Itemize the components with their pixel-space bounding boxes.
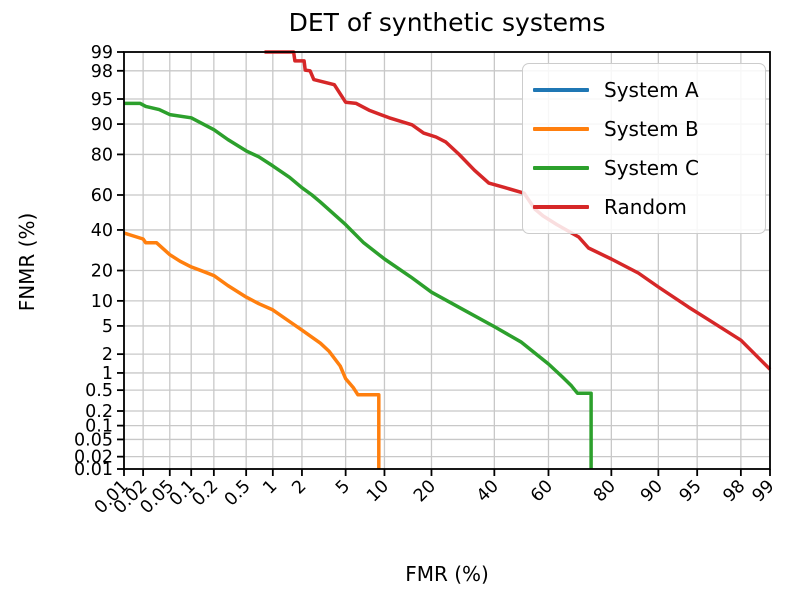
legend-label-system-a: System A xyxy=(604,77,699,102)
x-tick-label: 0.2 xyxy=(189,476,223,510)
y-tick-label: 98 xyxy=(91,62,113,82)
y-tick-label: 20 xyxy=(91,262,113,282)
x-tick-label: 80 xyxy=(590,476,620,506)
x-tick-label: 98 xyxy=(720,476,750,506)
x-tick-label: 0.5 xyxy=(221,476,255,510)
y-tick-label: 40 xyxy=(91,221,113,241)
y-axis-label: FNMR (%) xyxy=(15,212,39,312)
y-tick-label: 95 xyxy=(91,90,113,110)
legend-item-system-c: System C xyxy=(533,149,755,188)
y-tick-label: 2 xyxy=(102,345,113,365)
legend-swatch-system-c xyxy=(533,166,589,171)
x-tick-label: 95 xyxy=(676,476,706,506)
x-tick-label: 10 xyxy=(363,476,393,506)
legend: System A System B System C Random xyxy=(522,63,766,234)
y-tick-label: 0.02 xyxy=(74,448,113,468)
y-tick-label: 0.1 xyxy=(85,417,113,437)
chart-title: DET of synthetic systems xyxy=(288,8,606,37)
x-tick-label: 1 xyxy=(259,476,281,498)
x-tick-label: 60 xyxy=(527,476,557,506)
y-tick-label: 10 xyxy=(91,292,113,312)
legend-label-random: Random xyxy=(604,195,687,220)
y-tick-label: 0.2 xyxy=(85,402,113,422)
y-tick-label: 60 xyxy=(91,186,113,206)
legend-label-system-c: System C xyxy=(604,156,699,181)
y-tick-label: 99 xyxy=(91,43,113,63)
curve-system-c xyxy=(124,101,593,469)
y-tick-label: 5 xyxy=(102,317,113,337)
legend-item-random: Random xyxy=(533,188,755,227)
x-tick-label: 99 xyxy=(749,476,779,506)
x-tick-label: 90 xyxy=(637,476,667,506)
x-tick-label: 20 xyxy=(410,476,440,506)
curve-random xyxy=(264,50,772,371)
legend-item-system-a: System A xyxy=(533,70,755,109)
x-tick-label: 2 xyxy=(288,476,310,498)
legend-item-system-b: System B xyxy=(533,109,755,148)
x-tick-label: 5 xyxy=(332,476,354,498)
y-tick-label: 0.01 xyxy=(74,460,113,480)
x-tick-label: 40 xyxy=(473,476,503,506)
legend-swatch-random xyxy=(533,205,589,210)
y-tick-label: 90 xyxy=(91,115,113,135)
legend-swatch-system-b xyxy=(533,126,589,131)
x-axis-label: FMR (%) xyxy=(405,562,489,586)
y-tick-label: 1 xyxy=(102,364,113,384)
y-tick-label: 80 xyxy=(91,145,113,165)
y-tick-label: 0.5 xyxy=(85,381,113,401)
legend-swatch-system-a xyxy=(533,87,589,92)
y-tick-label: 0.05 xyxy=(74,430,113,450)
curve-system-b xyxy=(123,231,381,469)
plot-frame xyxy=(123,51,771,470)
legend-label-system-b: System B xyxy=(604,116,699,141)
